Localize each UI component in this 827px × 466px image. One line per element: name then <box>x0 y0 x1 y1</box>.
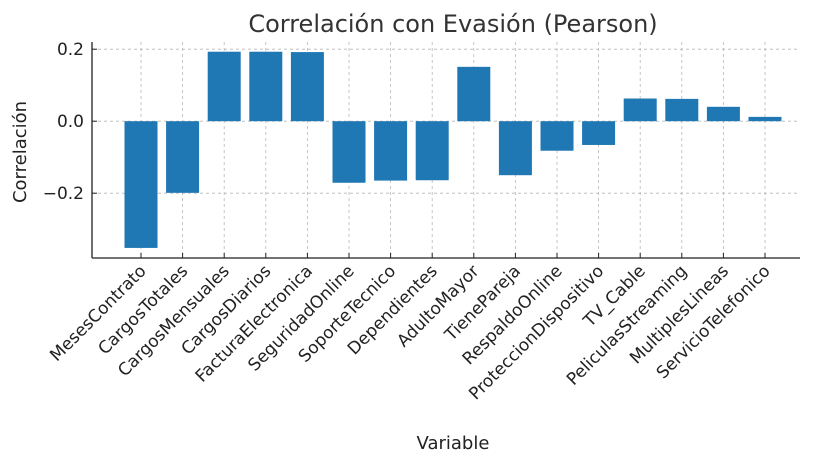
y-axis-label: Correlación <box>10 101 31 203</box>
y-tick-label: 0.0 <box>57 112 84 132</box>
bar-soportetecnico <box>374 121 408 181</box>
chart-title: Correlación con Evasión (Pearson) <box>248 10 657 38</box>
bar-cargosdiarios <box>249 51 283 122</box>
x-tick-labels: MesesContratoCargosTotalesCargosMensuale… <box>46 261 774 404</box>
bar-dependientes <box>415 121 449 181</box>
bar-mesescontrato <box>124 121 158 248</box>
bar-adultomayor <box>457 66 491 122</box>
bar-seguridadonline <box>332 121 366 183</box>
bar-protecciondispositivo <box>582 121 616 145</box>
y-tick-labels: 0.2 0.0 −0.2 <box>43 40 84 204</box>
bar-serviciotelefonico <box>748 116 782 122</box>
bars <box>124 51 782 248</box>
bar-cargosmensuales <box>207 51 241 122</box>
bar-tv-cable <box>623 98 657 122</box>
bar-peliculasstreaming <box>665 98 699 122</box>
bar-multipleslineas <box>706 106 740 122</box>
bar-cargostotales <box>166 121 200 193</box>
y-tick-label: 0.2 <box>57 40 84 60</box>
bar-tienepareja <box>498 121 532 176</box>
axes <box>91 42 800 259</box>
y-tick-label: −0.2 <box>43 184 84 204</box>
bar-facturaelectronica <box>290 52 324 122</box>
x-axis-label: Variable <box>417 433 490 454</box>
bar-respaldoonline <box>540 121 574 151</box>
